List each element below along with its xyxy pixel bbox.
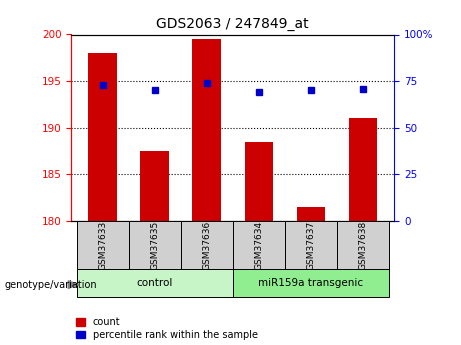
Bar bbox=[193, 39, 221, 221]
Legend: count, percentile rank within the sample: count, percentile rank within the sample bbox=[77, 317, 258, 340]
Text: GSM37634: GSM37634 bbox=[254, 220, 263, 269]
Title: GDS2063 / 247849_at: GDS2063 / 247849_at bbox=[156, 17, 309, 31]
Text: miR159a transgenic: miR159a transgenic bbox=[258, 278, 363, 288]
Bar bbox=[129, 221, 181, 269]
Bar bbox=[89, 53, 117, 221]
Bar bbox=[244, 141, 273, 221]
Bar bbox=[337, 221, 389, 269]
Text: control: control bbox=[136, 278, 173, 288]
Text: GSM37633: GSM37633 bbox=[98, 220, 107, 269]
Bar bbox=[233, 269, 389, 297]
Text: GSM37635: GSM37635 bbox=[150, 220, 159, 269]
Bar bbox=[181, 221, 233, 269]
Text: GSM37636: GSM37636 bbox=[202, 220, 211, 269]
Bar bbox=[77, 221, 129, 269]
Bar bbox=[77, 269, 233, 297]
Bar bbox=[141, 151, 169, 221]
Text: GSM37638: GSM37638 bbox=[358, 220, 367, 269]
Bar bbox=[296, 207, 325, 221]
Bar bbox=[285, 221, 337, 269]
Bar bbox=[233, 221, 285, 269]
Text: genotype/variation: genotype/variation bbox=[5, 280, 97, 289]
Text: GSM37637: GSM37637 bbox=[307, 220, 315, 269]
Polygon shape bbox=[68, 281, 78, 288]
Bar bbox=[349, 118, 377, 221]
